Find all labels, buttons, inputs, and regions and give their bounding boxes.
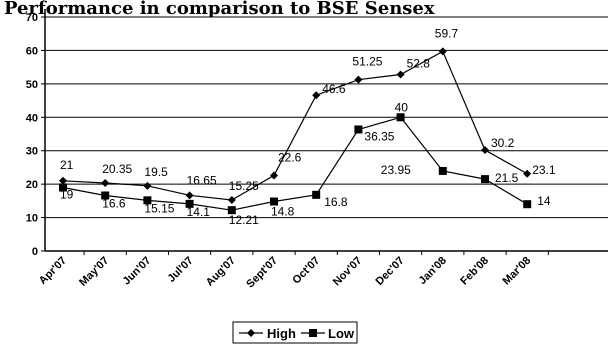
data-label-low: 15.15 <box>144 201 174 215</box>
y-tick-label: 30 <box>26 146 38 158</box>
x-tick-label: Jul'07 <box>165 255 195 285</box>
data-label-high: 19.5 <box>144 165 168 179</box>
data-label-high: 23.1 <box>532 163 556 177</box>
y-tick-label: 40 <box>26 112 38 124</box>
data-point-low <box>270 197 278 206</box>
data-point-low <box>59 183 67 192</box>
legend-marker-low <box>309 329 317 337</box>
data-labels: 21 20.35 19.5 16.65 15.25 22.6 46.6 51.25 52.8 59… <box>60 26 556 227</box>
data-point-low <box>227 206 236 215</box>
data-point-low <box>185 199 194 208</box>
y-tick-label: 20 <box>26 179 38 191</box>
data-point-high <box>396 70 405 79</box>
data-label-low: 21.5 <box>495 171 519 185</box>
data-point-high <box>143 181 152 190</box>
data-point-low <box>312 190 321 199</box>
x-tick-label: Apr'07 <box>37 255 69 287</box>
x-tick-label: Mar'08 <box>500 255 533 288</box>
data-point-high <box>101 178 110 187</box>
x-tick-label: May'07 <box>77 255 111 289</box>
x-tick-label: Sept'07 <box>244 255 280 291</box>
data-label-low: 36.35 <box>364 129 394 143</box>
data-point-high <box>185 191 194 200</box>
legend: High Low <box>232 321 358 344</box>
y-tick-label: 50 <box>26 79 38 91</box>
data-label-high: 20.35 <box>102 162 132 176</box>
data-label-low: 19 <box>60 187 74 201</box>
data-point-low <box>438 166 447 175</box>
data-label-high: 30.2 <box>491 136 515 150</box>
y-tick-label: 10 <box>26 213 38 225</box>
data-label-low: 16.8 <box>324 195 348 209</box>
x-tick-label: Nov'07 <box>331 255 365 289</box>
data-label-high: 51.25 <box>352 55 382 69</box>
y-tick-label: 70 <box>26 12 38 24</box>
data-label-low: 14.8 <box>271 205 295 219</box>
data-point-high <box>523 169 532 178</box>
data-label-high: 46.6 <box>322 82 346 96</box>
axes: 0 10 20 30 40 50 60 70 Apr'07 May'07 Jun'07 Jul'07 A… <box>26 9 608 290</box>
y-tick-label: 60 <box>26 45 38 57</box>
data-point-low <box>396 113 405 122</box>
data-label-low: 40 <box>395 100 409 114</box>
data-label-high: 15.25 <box>229 179 259 193</box>
x-tick-label: Aug'07 <box>204 255 238 289</box>
data-label-low: 14 <box>537 194 551 208</box>
data-point-low <box>101 191 110 200</box>
x-tick-label: Dec'07 <box>373 255 406 288</box>
legend-label-low: Low <box>328 326 355 341</box>
data-label-low: 23.95 <box>381 163 411 177</box>
y-tick-label: 0 <box>32 246 38 258</box>
data-label-low: 16.6 <box>102 197 126 211</box>
data-label-high: 22.6 <box>278 150 302 164</box>
data-label-low: 12.21 <box>229 213 259 227</box>
data-point-low <box>143 196 152 205</box>
data-point-high <box>354 75 363 84</box>
data-point-high <box>270 171 278 180</box>
data-point-high <box>438 47 447 56</box>
legend-label-high: High <box>267 326 296 341</box>
data-point-high <box>481 146 489 155</box>
data-label-high: 16.65 <box>187 173 217 187</box>
series-lines <box>59 47 532 215</box>
data-label-high: 21 <box>60 158 74 172</box>
chart-title: Performance in comparison to BSE Sensex <box>4 0 435 19</box>
x-tick-label: Jan'08 <box>417 255 449 287</box>
data-point-high <box>227 196 236 205</box>
x-tick-label: Oct'07 <box>290 255 322 287</box>
data-label-high: 52.8 <box>407 56 431 70</box>
data-point-high <box>59 176 67 185</box>
legend-box <box>232 321 358 344</box>
data-label-high: 59.7 <box>435 26 459 40</box>
data-point-high <box>312 91 321 100</box>
legend-marker-high <box>247 329 255 337</box>
gridlines <box>45 16 608 219</box>
data-label-low: 14.1 <box>187 205 211 219</box>
data-point-low <box>354 125 363 134</box>
x-tick-label: Jun'07 <box>121 255 154 288</box>
x-tick-label: Feb'08 <box>458 255 491 288</box>
data-point-low <box>481 175 489 184</box>
series-line-high <box>62 50 528 201</box>
series-line-low <box>62 116 528 211</box>
data-point-low <box>523 200 532 209</box>
